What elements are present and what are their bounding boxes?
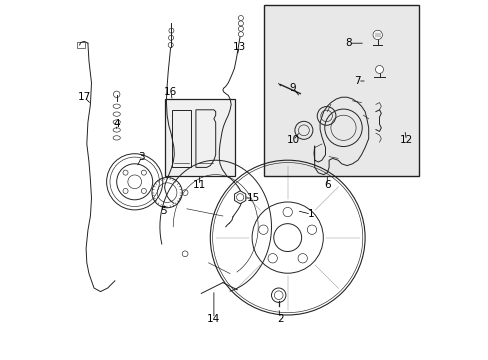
Text: 15: 15 [246, 193, 260, 203]
Text: 13: 13 [232, 42, 245, 52]
Text: 6: 6 [324, 180, 330, 190]
Circle shape [238, 32, 243, 37]
Text: 1: 1 [307, 209, 314, 219]
Text: 16: 16 [164, 87, 177, 97]
Circle shape [238, 26, 243, 31]
Text: 9: 9 [289, 83, 296, 93]
Text: 12: 12 [399, 135, 412, 145]
Circle shape [271, 288, 285, 302]
Circle shape [168, 35, 173, 40]
Circle shape [375, 66, 383, 73]
FancyBboxPatch shape [165, 99, 235, 176]
Text: 11: 11 [192, 180, 206, 190]
Circle shape [238, 15, 243, 21]
Text: 14: 14 [207, 314, 220, 324]
Polygon shape [234, 191, 245, 204]
Circle shape [168, 42, 173, 48]
Text: 7: 7 [354, 76, 361, 86]
Text: 4: 4 [113, 119, 120, 129]
Circle shape [238, 21, 243, 26]
Text: 5: 5 [160, 206, 166, 216]
Circle shape [168, 28, 174, 33]
Text: 3: 3 [138, 152, 145, 162]
FancyBboxPatch shape [264, 5, 418, 176]
Text: 10: 10 [286, 135, 299, 145]
Circle shape [372, 30, 382, 40]
Text: 2: 2 [277, 314, 283, 324]
Text: 8: 8 [345, 38, 351, 48]
Text: 17: 17 [78, 92, 91, 102]
